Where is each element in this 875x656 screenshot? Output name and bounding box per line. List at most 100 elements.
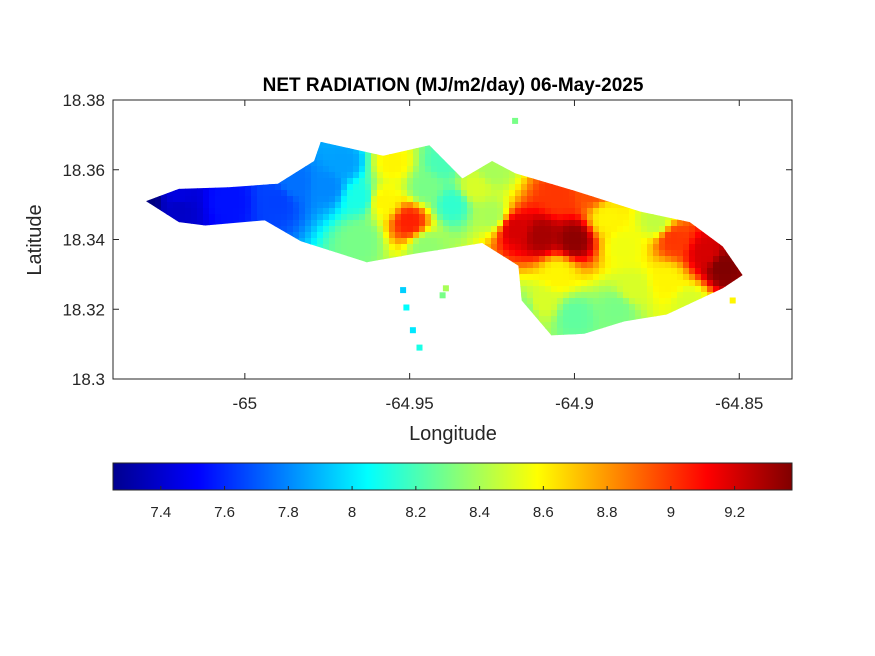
field-cell — [707, 238, 714, 245]
field-cell — [437, 202, 444, 209]
field-cell — [623, 280, 630, 287]
field-cell — [653, 226, 660, 233]
field-cell — [509, 238, 516, 245]
field-cell — [689, 226, 696, 233]
field-cell — [227, 190, 234, 197]
field-cell — [509, 232, 516, 239]
field-cell — [545, 292, 552, 299]
field-cell — [407, 202, 414, 209]
field-cell — [545, 298, 552, 305]
field-cell — [299, 232, 306, 239]
field-cell — [287, 196, 294, 203]
field-cell — [713, 256, 720, 263]
field-cell — [407, 172, 414, 179]
field-cell — [617, 220, 624, 227]
field-cell — [443, 184, 450, 191]
field-cell — [509, 172, 516, 179]
field-cell — [227, 214, 234, 221]
field-cell — [299, 208, 306, 215]
field-cell — [305, 184, 312, 191]
field-cell — [347, 202, 354, 209]
field-cell — [203, 208, 210, 215]
field-cell — [443, 226, 450, 233]
field-cell — [635, 208, 642, 215]
field-cell — [425, 148, 432, 155]
field-cell — [551, 232, 558, 239]
field-cell — [497, 226, 504, 233]
field-cell — [209, 214, 216, 221]
field-cell — [341, 226, 348, 233]
field-cell — [527, 190, 534, 197]
field-cell — [665, 238, 672, 245]
field-cell — [593, 256, 600, 263]
field-cell — [677, 250, 684, 257]
field-cell — [353, 220, 360, 227]
field-cell — [377, 160, 384, 167]
field-cell — [719, 256, 726, 263]
field-cell — [401, 238, 408, 245]
field-cell — [341, 214, 348, 221]
field-cell — [257, 202, 264, 209]
field-cell — [479, 220, 486, 227]
field-cell — [647, 214, 654, 221]
field-cell — [695, 238, 702, 245]
field-cell — [275, 202, 282, 209]
field-cell — [533, 178, 540, 185]
field-cell — [371, 160, 378, 167]
field-cell — [551, 274, 558, 281]
field-cell — [677, 238, 684, 245]
field-cell — [569, 286, 576, 293]
field-cell — [659, 226, 666, 233]
field-cell — [371, 208, 378, 215]
field-cell — [587, 250, 594, 257]
field-cell — [371, 196, 378, 203]
field-cell — [557, 328, 564, 335]
field-cell — [575, 232, 582, 239]
field-cell — [371, 214, 378, 221]
field-cell — [611, 274, 618, 281]
field-cell — [545, 262, 552, 269]
field-cell — [407, 148, 414, 155]
field-cell — [545, 244, 552, 251]
field-cell — [575, 328, 582, 335]
field-cell — [629, 250, 636, 257]
field-cell — [395, 190, 402, 197]
field-cell — [401, 232, 408, 239]
field-cell — [701, 250, 708, 257]
field-cell — [401, 160, 408, 167]
field-cell — [491, 178, 498, 185]
field-cell — [551, 322, 558, 329]
field-cell — [545, 196, 552, 203]
field-cell — [479, 184, 486, 191]
field-cell — [335, 166, 342, 173]
field-cell — [593, 286, 600, 293]
field-cell — [539, 190, 546, 197]
field-cell — [323, 202, 330, 209]
field-cell — [341, 178, 348, 185]
field-cell — [383, 226, 390, 233]
field-cell — [509, 250, 516, 257]
field-cell — [305, 202, 312, 209]
field-cell — [449, 196, 456, 203]
field-cell — [419, 184, 426, 191]
field-cell — [443, 196, 450, 203]
field-cell — [437, 214, 444, 221]
field-cell — [449, 184, 456, 191]
field-cell — [251, 196, 258, 203]
field-cell — [545, 316, 552, 323]
field-cell — [221, 220, 228, 227]
field-cell — [365, 184, 372, 191]
field-cell — [515, 184, 522, 191]
field-cell — [311, 178, 318, 185]
field-cell — [311, 214, 318, 221]
field-cell — [605, 226, 612, 233]
field-cell — [317, 160, 324, 167]
field-cell — [443, 172, 450, 179]
field-cell — [455, 232, 462, 239]
field-cell — [359, 178, 366, 185]
field-cell — [353, 166, 360, 173]
field-cell — [179, 208, 186, 215]
field-cell — [341, 172, 348, 179]
field-cell — [431, 214, 438, 221]
field-cell — [215, 190, 222, 197]
